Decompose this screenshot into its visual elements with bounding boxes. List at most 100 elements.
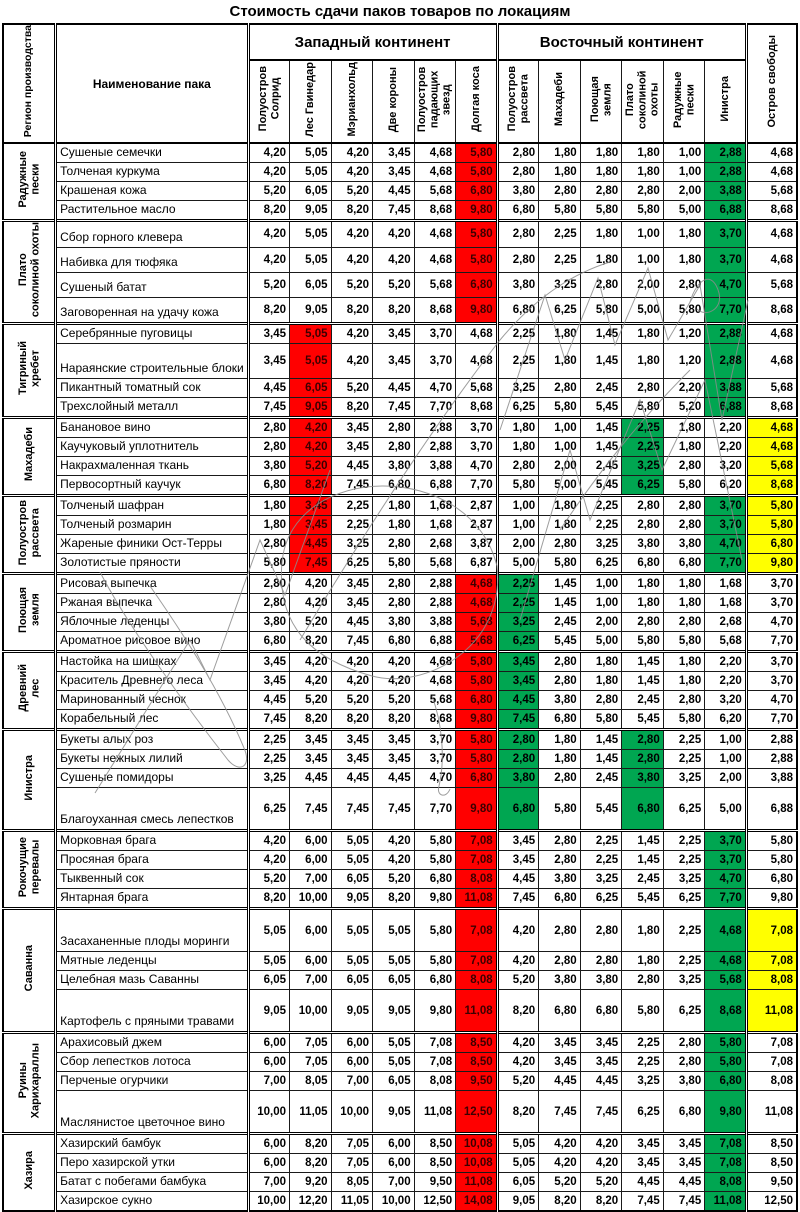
table-row: Пикантный томатный сок 4,45 6,05 5,20 4,45 4,… xyxy=(3,378,798,399)
table-row: Каучуковый уплотнитель 2,80 4,20 3,45 2,80 2,… xyxy=(3,437,798,458)
price-cell: 10,08 xyxy=(455,1132,498,1155)
price-cell: 1,45 xyxy=(579,728,623,751)
price-cell: 5,68 xyxy=(455,612,498,633)
price-cell: 3,88 xyxy=(413,456,457,477)
price-cell: 3,25 xyxy=(662,869,706,890)
price-cell: 3,70 xyxy=(413,728,457,751)
price-cell: 6,80 xyxy=(495,296,540,325)
price-cell: 10,00 xyxy=(289,888,332,910)
location-column-label: Инистра xyxy=(718,76,731,122)
region-label-cell: Плато соколиной охоты xyxy=(2,219,57,325)
price-cell: 7,45 xyxy=(246,397,291,419)
price-cell: 4,70 xyxy=(744,690,798,711)
price-cell: 2,68 xyxy=(704,612,747,633)
price-cell: 8,50 xyxy=(455,1052,498,1073)
price-cell: 3,70 xyxy=(413,322,457,345)
price-cell: 7,45 xyxy=(372,787,415,832)
price-cell: 11,08 xyxy=(744,989,798,1034)
price-cell: 5,20 xyxy=(289,690,332,711)
pack-name-cell: Толченый шафран xyxy=(54,494,249,517)
price-cell: 2,80 xyxy=(246,437,291,458)
location-column-label: Плато соколиной охоты xyxy=(623,69,661,129)
price-cell: 2,88 xyxy=(413,593,457,614)
region-label: Руины Харихараллы xyxy=(16,1043,42,1119)
price-cell: 7,05 xyxy=(289,1052,332,1073)
table-row: Крашеная кожа 5,20 6,05 5,20 4,45 5,68 6,80 3,8… xyxy=(3,181,798,202)
price-cell: 3,25 xyxy=(538,271,581,298)
price-cell: 5,68 xyxy=(744,456,798,477)
price-cell: 3,80 xyxy=(538,869,581,890)
table-row: Батат с побегами бамбука 7,00 9,20 8,05 7,00… xyxy=(3,1172,798,1193)
price-cell: 6,00 xyxy=(372,1132,415,1155)
price-cell: 3,88 xyxy=(704,378,747,399)
price-cell: 2,00 xyxy=(621,271,664,298)
price-cell: 4,20 xyxy=(330,650,374,673)
price-cell: 5,45 xyxy=(621,888,664,910)
price-cell: 2,87 xyxy=(455,515,498,536)
table-row: Маринованный чеснок 4,45 5,20 5,20 5,20 5,68 6… xyxy=(3,690,798,711)
price-cell: 5,05 xyxy=(289,219,332,248)
price-cell: 4,20 xyxy=(372,246,415,273)
price-cell: 1,80 xyxy=(538,728,581,751)
table-row: Нараянские строительные блоки 3,45 5,05 4,2… xyxy=(3,343,798,380)
price-cell: 3,45 xyxy=(372,142,415,164)
price-cell: 7,70 xyxy=(704,888,747,910)
price-cell: 4,70 xyxy=(704,534,747,555)
pack-name-cell: Просяная брага xyxy=(54,850,249,871)
price-cell: 9,80 xyxy=(704,1090,747,1135)
price-cell: 2,80 xyxy=(538,534,581,555)
price-cell: 2,80 xyxy=(495,246,540,273)
price-cell: 7,08 xyxy=(704,1153,747,1174)
price-cell: 4,20 xyxy=(246,829,291,852)
price-cell: 6,00 xyxy=(246,1132,291,1155)
region-label-cell: Древний лес xyxy=(2,650,57,731)
price-cell: 5,80 xyxy=(621,989,664,1034)
price-cell: 4,20 xyxy=(246,142,291,164)
region-label: Радужные пески xyxy=(16,150,42,208)
price-cell: 4,20 xyxy=(289,650,332,673)
pack-name-cell: Сушеные семечки xyxy=(54,142,249,164)
price-cell: 1,80 xyxy=(372,515,415,536)
price-cell: 4,68 xyxy=(413,142,457,164)
region-label-cell: Саванна xyxy=(2,907,57,1034)
price-cell: 2,87 xyxy=(455,494,498,517)
price-cell: 3,25 xyxy=(621,456,664,477)
price-cell: 6,00 xyxy=(246,1153,291,1174)
table-row: Саванна Засаханенные плоды моринги 5,05 6,0… xyxy=(2,907,798,1034)
price-cell: 1,80 xyxy=(579,671,623,692)
price-cell: 7,05 xyxy=(330,1132,374,1155)
price-cell: 4,45 xyxy=(330,612,374,633)
price-cell: 5,80 xyxy=(662,709,706,731)
region-label: Полуостров рассвета xyxy=(16,499,42,565)
price-cell: 3,20 xyxy=(704,690,747,711)
price-cell: 3,45 xyxy=(246,343,291,380)
pack-name-cell: Нараянские строительные блоки xyxy=(54,343,249,380)
price-cell: 2,45 xyxy=(538,612,581,633)
price-cell: 8,20 xyxy=(495,989,540,1034)
price-cell: 6,25 xyxy=(495,631,540,653)
price-cell: 3,45 xyxy=(246,322,291,345)
pack-name-cell: Маслянистое цветочное вино xyxy=(54,1090,249,1135)
price-cell: 1,80 xyxy=(246,515,291,536)
price-cell: 6,80 xyxy=(579,989,623,1034)
location-column-header: Лес Гвинедар xyxy=(289,59,332,144)
price-cell: 3,45 xyxy=(372,749,415,770)
price-cell: 6,80 xyxy=(538,989,581,1034)
price-cell: 8,50 xyxy=(744,1132,798,1155)
pack-name-cell: Тыквенный сок xyxy=(54,869,249,890)
price-cell: 5,00 xyxy=(538,475,581,497)
price-cell: 2,80 xyxy=(621,612,664,633)
price-cell: 2,25 xyxy=(495,593,540,614)
price-cell: 5,05 xyxy=(372,951,415,972)
price-cell: 5,80 xyxy=(413,850,457,871)
price-cell: 4,70 xyxy=(704,271,747,298)
price-cell: 2,00 xyxy=(495,534,540,555)
price-cell: 1,80 xyxy=(579,142,623,164)
price-cell: 6,00 xyxy=(289,829,332,852)
pack-name-cell: Морковная брага xyxy=(54,829,249,852)
table-row: Растительное масло 8,20 9,05 8,20 7,45 8,68 9,… xyxy=(3,200,798,222)
price-cell: 5,20 xyxy=(246,869,291,890)
price-cell: 6,05 xyxy=(330,869,374,890)
price-cell: 3,87 xyxy=(455,534,498,555)
price-cell: 2,80 xyxy=(662,1031,706,1054)
